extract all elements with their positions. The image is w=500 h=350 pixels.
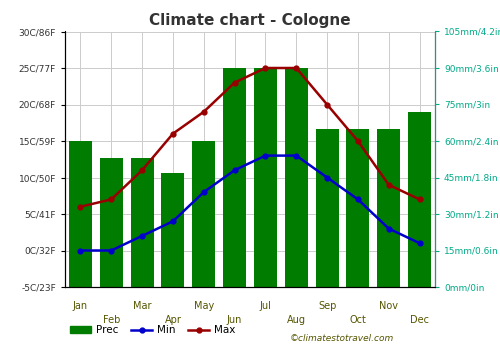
Title: Climate chart - Cologne: Climate chart - Cologne	[149, 13, 351, 28]
Text: Jun: Jun	[227, 315, 242, 325]
Bar	[100, 158, 123, 287]
Text: ©climatestotravel.com: ©climatestotravel.com	[290, 334, 394, 343]
Bar	[316, 129, 338, 287]
Bar	[377, 129, 400, 287]
Text: Jul: Jul	[260, 301, 272, 311]
Bar	[192, 141, 216, 287]
Text: Dec: Dec	[410, 315, 429, 325]
Text: Apr: Apr	[164, 315, 182, 325]
Bar	[408, 112, 431, 287]
Bar	[254, 68, 277, 287]
Text: Jan: Jan	[73, 301, 88, 311]
Bar	[284, 68, 308, 287]
Text: Mar: Mar	[133, 301, 152, 311]
Bar	[130, 158, 154, 287]
Bar	[346, 129, 370, 287]
Text: Sep: Sep	[318, 301, 336, 311]
Legend: Prec, Min, Max: Prec, Min, Max	[70, 326, 235, 335]
Text: Oct: Oct	[350, 315, 366, 325]
Text: Feb: Feb	[102, 315, 120, 325]
Text: May: May	[194, 301, 214, 311]
Bar	[223, 68, 246, 287]
Text: Aug: Aug	[287, 315, 306, 325]
Bar	[162, 173, 184, 287]
Bar	[69, 141, 92, 287]
Text: Nov: Nov	[380, 301, 398, 311]
